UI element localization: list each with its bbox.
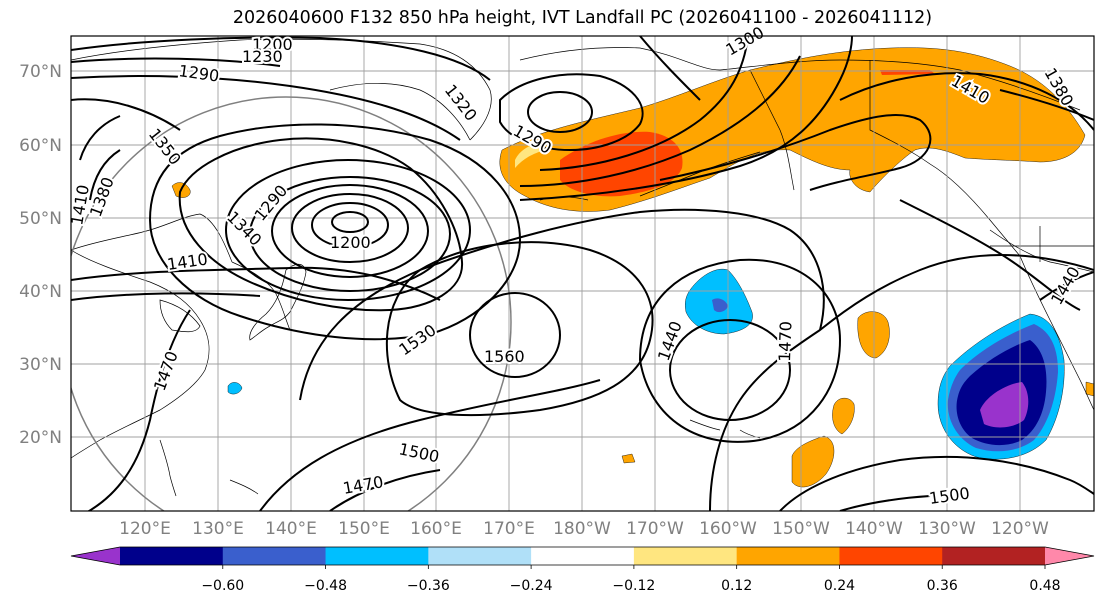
latitude-labels: 70°N 60°N 50°N 40°N 30°N 20°N	[19, 62, 62, 448]
colorbar-tick-label: −0.12	[612, 578, 655, 594]
colorbar-tick-label: 0.24	[824, 578, 855, 594]
colorbar-segment	[839, 547, 943, 565]
colorbar-segment	[325, 547, 429, 565]
lon-label: 170°E	[483, 519, 535, 539]
lat-label: 50°N	[19, 209, 62, 229]
ivt-positive-region-subtropic-3	[791, 435, 835, 488]
colorbar-segment	[222, 547, 327, 565]
map-frame	[70, 35, 1095, 512]
colorbar-segment	[736, 547, 840, 565]
lat-label: 30°N	[19, 355, 62, 375]
ivt-light-yellow-rim-alaska	[515, 142, 545, 168]
contour-label: 1230	[242, 47, 283, 66]
contour-label: 1200	[330, 233, 371, 252]
colorbar-segment	[633, 547, 738, 565]
map-title: 2026040600 F132 850 hPa height, IVT Land…	[232, 8, 933, 28]
range-ring	[71, 96, 512, 511]
colorbar-extend-high	[1045, 547, 1094, 565]
lon-label: 130°W	[918, 519, 976, 539]
colorbar-ticks: −0.60 −0.48 −0.36 −0.24 −0.12 0.12 0.24 0.36 0.4…	[201, 565, 1061, 594]
lon-label: 120°E	[119, 519, 171, 539]
colorbar-segment	[942, 547, 1046, 565]
colorbar-tick-label: 0.48	[1029, 578, 1060, 594]
graticule	[71, 36, 1094, 511]
colorbar-segment	[428, 547, 532, 565]
colorbar-segment	[120, 547, 224, 565]
ivt-shading-layer	[71, 36, 1094, 511]
contour-label: 1500	[928, 483, 971, 507]
contour-label: 1470	[775, 321, 795, 362]
lon-label: 140°E	[265, 519, 317, 539]
lon-label: 160°W	[699, 519, 757, 539]
colorbar-outline	[70, 546, 1095, 566]
ivt-negative-region-small	[227, 382, 243, 395]
colorbar-extend-low	[71, 547, 120, 565]
colorbar-segments	[70, 546, 1095, 566]
colorbar-tick-label: −0.48	[304, 578, 347, 594]
colorbar-tick-label: 0.36	[927, 578, 958, 594]
lon-label: 140°W	[845, 519, 903, 539]
ivt-negative-core-purple	[980, 382, 1029, 428]
lon-label: 180°W	[553, 519, 611, 539]
colorbar-tick-label: −0.60	[201, 578, 244, 594]
lat-label: 20°N	[19, 428, 62, 448]
lon-label: 150°E	[338, 519, 390, 539]
lon-label: 120°W	[991, 519, 1049, 539]
colorbar-tick-label: 0.12	[721, 578, 752, 594]
lat-label: 60°N	[19, 136, 62, 156]
colorbar-tick-label: −0.36	[407, 578, 450, 594]
ivt-positive-region-subtropic-2	[832, 397, 855, 435]
height-contours	[71, 36, 1094, 511]
ivt-positive-region-coast	[1085, 381, 1094, 397]
colorbar-segment	[531, 547, 635, 565]
ivt-positive-region-small-dot	[621, 453, 636, 464]
lon-label: 150°W	[772, 519, 830, 539]
lon-label: 160°E	[410, 519, 462, 539]
contour-label: 1560	[484, 347, 525, 366]
longitude-labels: 120°E 130°E 140°E 150°E 160°E 170°E 180°…	[119, 519, 1049, 539]
colorbar-tick-label: −0.24	[510, 578, 553, 594]
ivt-negative-core-central	[712, 298, 728, 313]
lat-label: 40°N	[19, 282, 62, 302]
contour-label: 1200	[252, 35, 293, 54]
lat-label: 70°N	[19, 62, 62, 82]
lon-label: 130°E	[192, 519, 244, 539]
lon-label: 170°W	[626, 519, 684, 539]
